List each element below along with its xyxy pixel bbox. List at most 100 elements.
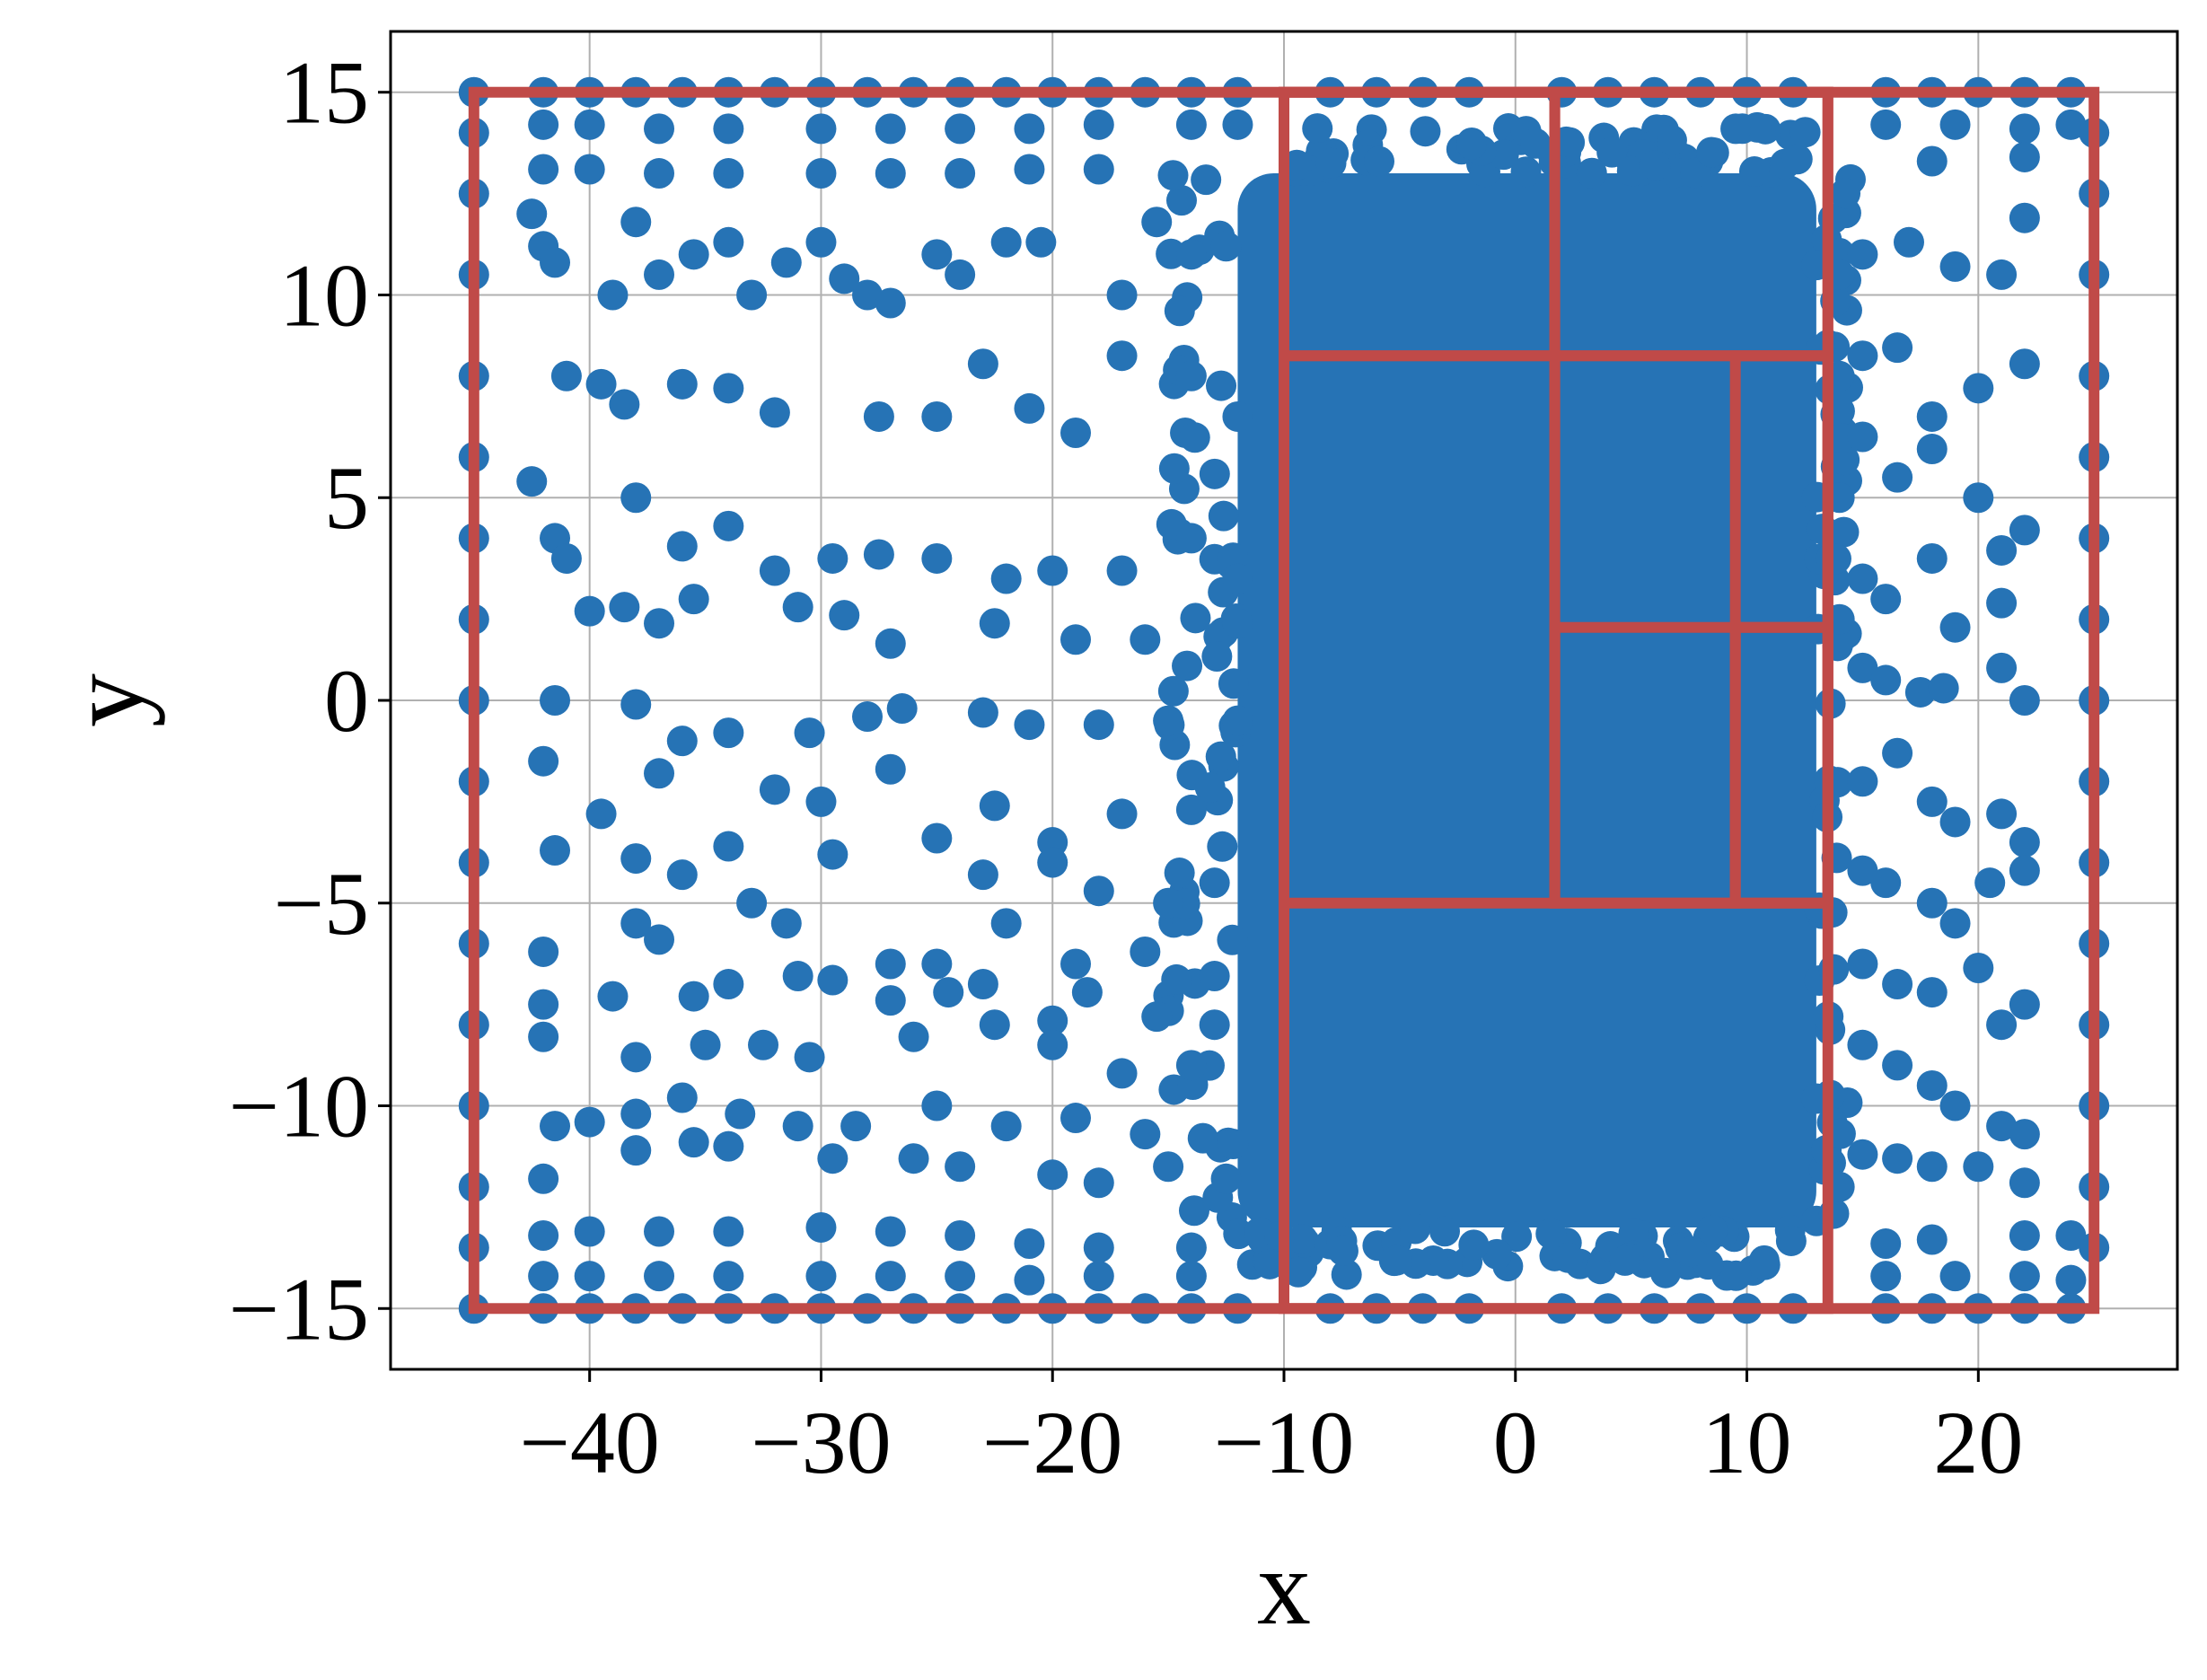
data-point xyxy=(1164,295,1195,327)
data-point xyxy=(1315,147,1347,179)
data-point xyxy=(1939,251,1971,282)
data-point xyxy=(1381,1245,1412,1276)
data-point xyxy=(805,158,837,189)
data-point xyxy=(644,259,675,290)
data-point xyxy=(759,397,790,428)
data-point xyxy=(817,839,849,870)
data-point xyxy=(1882,737,1913,769)
data-point xyxy=(644,1216,675,1247)
data-point xyxy=(1963,373,1994,404)
data-point xyxy=(620,1135,652,1166)
data-point xyxy=(1199,867,1230,899)
data-point xyxy=(990,1111,1022,1142)
data-point xyxy=(829,600,860,631)
data-point xyxy=(1963,1151,1994,1183)
data-point xyxy=(1916,1224,1948,1255)
data-point xyxy=(863,400,894,432)
data-point xyxy=(713,969,744,1000)
data-point xyxy=(2055,1264,2087,1296)
data-point xyxy=(875,287,906,319)
data-point xyxy=(678,584,709,615)
data-point xyxy=(1847,421,1878,453)
data-point xyxy=(1552,1242,1584,1273)
data-point xyxy=(1986,534,2018,566)
data-point xyxy=(1458,1229,1490,1261)
data-point xyxy=(736,279,768,311)
data-point xyxy=(1222,705,1253,736)
data-point xyxy=(1222,608,1253,639)
data-point xyxy=(1916,542,1948,574)
data-point xyxy=(1535,1218,1567,1249)
data-point xyxy=(1986,798,2018,830)
data-point xyxy=(1014,154,1045,185)
data-point xyxy=(540,1111,571,1142)
data-point xyxy=(1201,641,1233,673)
data-point xyxy=(1939,611,1971,643)
data-point xyxy=(736,887,768,919)
data-point xyxy=(852,701,884,733)
data-point xyxy=(1400,1213,1431,1245)
data-point xyxy=(585,798,617,830)
data-point xyxy=(620,1042,652,1073)
y-tick-label: 0 xyxy=(324,651,369,751)
data-point xyxy=(2009,141,2040,172)
data-point xyxy=(2009,685,2040,716)
data-point xyxy=(597,981,629,1012)
y-tick-label: −10 xyxy=(229,1057,369,1157)
data-point xyxy=(1164,858,1195,889)
data-point xyxy=(805,1211,837,1243)
data-point xyxy=(1916,145,1948,177)
data-point xyxy=(528,1261,559,1292)
data-point xyxy=(2009,989,2040,1020)
data-point xyxy=(528,745,559,777)
data-point xyxy=(875,113,906,145)
data-point xyxy=(620,843,652,875)
data-point xyxy=(1640,150,1671,181)
data-point xyxy=(2009,827,2040,858)
data-point xyxy=(1210,231,1242,262)
data-point xyxy=(713,717,744,749)
data-point xyxy=(782,961,813,992)
data-point xyxy=(1130,1119,1161,1150)
data-point xyxy=(1178,1195,1209,1227)
data-point xyxy=(528,109,559,140)
data-point xyxy=(1916,887,1948,919)
data-point xyxy=(644,924,675,955)
data-point xyxy=(2009,855,2040,886)
data-point xyxy=(1847,948,1878,980)
data-point xyxy=(1847,652,1878,683)
data-point xyxy=(1106,340,1138,372)
data-point xyxy=(620,1098,652,1130)
data-point xyxy=(528,1163,559,1194)
data-point xyxy=(1222,400,1253,432)
data-point xyxy=(1847,340,1878,372)
data-point xyxy=(1916,400,1948,432)
data-point xyxy=(759,774,790,805)
data-point xyxy=(1083,1261,1114,1292)
data-point xyxy=(1060,1103,1092,1134)
data-point xyxy=(1870,584,1902,615)
data-point xyxy=(1986,1111,2018,1142)
data-point xyxy=(1847,1029,1878,1060)
data-point xyxy=(644,758,675,789)
data-point xyxy=(875,985,906,1016)
data-point xyxy=(666,531,698,562)
data-point xyxy=(1199,961,1230,992)
data-point xyxy=(921,542,953,574)
data-point xyxy=(875,948,906,980)
data-point xyxy=(945,158,976,189)
x-tick-label: 10 xyxy=(1702,1393,1792,1492)
data-point xyxy=(2009,515,2040,546)
data-point xyxy=(1060,418,1092,448)
data-point xyxy=(1697,1214,1728,1245)
data-point xyxy=(1847,766,1878,797)
data-point xyxy=(933,977,964,1008)
data-point xyxy=(945,259,976,290)
data-point xyxy=(921,239,953,270)
y-tick-label: −5 xyxy=(274,854,369,954)
data-point xyxy=(585,368,617,400)
data-point xyxy=(1986,1009,2018,1041)
data-point xyxy=(1974,867,2006,899)
data-point xyxy=(1037,1029,1068,1060)
